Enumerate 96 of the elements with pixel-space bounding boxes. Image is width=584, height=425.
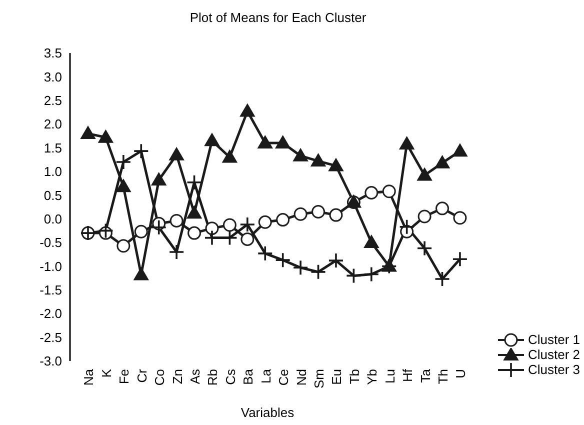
point [292, 260, 308, 276]
point [205, 222, 219, 236]
point [382, 184, 396, 198]
point [434, 155, 450, 168]
point [294, 207, 308, 221]
point [276, 213, 290, 227]
x-tick-label: Hf [400, 368, 416, 382]
legend-label: Cluster 1 [528, 332, 580, 347]
point [134, 267, 149, 280]
y-tick-label: 3.5 [44, 46, 62, 61]
x-tick-label: Eu [329, 369, 344, 385]
point [293, 148, 308, 162]
point [240, 104, 255, 117]
point [80, 126, 96, 140]
point [257, 246, 274, 262]
x-tick-label: Th [435, 369, 450, 384]
point [116, 154, 132, 170]
legend-label: Cluster 2 [528, 347, 580, 362]
y-tick-label: -3.0 [40, 354, 62, 369]
y-tick-label: -1.0 [40, 258, 62, 274]
legend-label: Cluster 3 [528, 362, 580, 377]
x-tick-label: Sm [311, 369, 326, 388]
point [312, 204, 326, 218]
point [240, 216, 256, 232]
x-tick-label: Ce [276, 369, 292, 386]
point [170, 214, 184, 228]
point [329, 208, 343, 222]
y-tick-label: -1.5 [40, 282, 62, 298]
point [416, 240, 432, 256]
point [116, 239, 130, 253]
point [364, 235, 379, 248]
point [346, 268, 362, 284]
point [134, 224, 148, 238]
point [150, 219, 167, 236]
point [275, 136, 290, 149]
x-tick-label: Ta [418, 368, 433, 383]
point [151, 172, 166, 186]
x-axis-title: Variables [240, 405, 295, 420]
point [452, 251, 468, 268]
x-tick-label: Zn [170, 369, 185, 384]
point [168, 244, 184, 260]
point [258, 136, 273, 149]
point [222, 218, 236, 232]
point [98, 222, 114, 239]
point [417, 168, 432, 181]
point [310, 154, 326, 167]
point [364, 186, 378, 200]
y-tick-label: 1.0 [44, 164, 62, 180]
y-tick-label: 2.0 [44, 116, 62, 132]
x-tick-label: Rb [205, 369, 220, 386]
y-tick-label: 1.5 [44, 140, 62, 156]
point [453, 211, 467, 225]
chart-title: Plot of Means for Each Cluster [188, 10, 368, 25]
point [169, 147, 184, 160]
x-tick-label: Na [81, 368, 96, 386]
point [186, 174, 202, 190]
x-tick-label: Co [152, 369, 168, 386]
point [116, 179, 131, 192]
x-tick-label: La [258, 368, 274, 384]
x-tick-label: K [98, 368, 114, 378]
point [98, 130, 114, 143]
point [436, 202, 450, 216]
point [310, 264, 326, 280]
point [204, 133, 220, 146]
y-tick-label: 0.5 [44, 188, 62, 203]
point [274, 252, 291, 268]
x-tick-label: Lu [382, 369, 398, 384]
x-tick-label: Fe [116, 369, 132, 384]
point [328, 158, 344, 172]
x-tick-label: Ba [240, 368, 256, 385]
point [452, 144, 468, 157]
x-tick-label: Yb [364, 369, 380, 385]
point [186, 206, 202, 219]
x-tick-label: As [188, 368, 203, 384]
x-tick-label: Nd [294, 369, 309, 386]
x-tick-label: Cr [134, 368, 150, 383]
point [258, 215, 272, 229]
x-tick-label: Tb [346, 369, 362, 384]
point [399, 136, 414, 150]
point [418, 210, 432, 224]
y-tick-label: -2.0 [40, 306, 62, 322]
y-tick-label: 0.0 [44, 211, 62, 226]
point [133, 143, 150, 159]
y-tick-label: -0.5 [40, 235, 62, 250]
point [434, 271, 450, 287]
y-tick-label: -2.5 [40, 330, 62, 345]
y-tick-label: 2.5 [44, 93, 62, 108]
x-tick-label: Cs [222, 368, 238, 385]
x-tick-label: U [453, 369, 468, 378]
point [240, 232, 254, 246]
point [364, 266, 380, 282]
point [398, 219, 415, 235]
y-tick-label: 3.0 [44, 69, 62, 84]
point [328, 252, 344, 268]
point [188, 226, 202, 240]
point [222, 150, 238, 163]
